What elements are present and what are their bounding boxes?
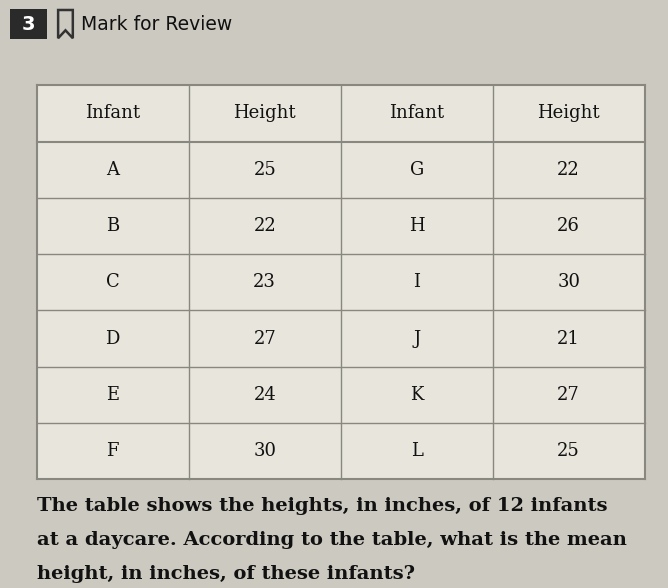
Text: K: K [410, 386, 424, 404]
Text: 21: 21 [557, 329, 580, 348]
Text: 27: 27 [253, 329, 276, 348]
Text: at a daycare. According to the table, what is the mean: at a daycare. According to the table, wh… [37, 531, 627, 549]
Text: 3: 3 [21, 15, 35, 34]
Text: 22: 22 [557, 161, 580, 179]
Text: 27: 27 [557, 386, 580, 404]
Text: L: L [411, 442, 423, 460]
Text: E: E [106, 386, 120, 404]
Text: 25: 25 [557, 442, 580, 460]
Text: C: C [106, 273, 120, 291]
Text: J: J [413, 329, 420, 348]
Text: The table shows the heights, in inches, of 12 infants: The table shows the heights, in inches, … [37, 497, 607, 515]
Text: I: I [413, 273, 420, 291]
Text: 30: 30 [253, 442, 276, 460]
Text: B: B [106, 217, 120, 235]
Text: 22: 22 [253, 217, 276, 235]
Text: Infant: Infant [85, 105, 140, 122]
Text: 23: 23 [253, 273, 276, 291]
Text: 25: 25 [253, 161, 276, 179]
Text: 30: 30 [557, 273, 580, 291]
Text: G: G [409, 161, 424, 179]
Text: 24: 24 [253, 386, 276, 404]
Text: Mark for Review: Mark for Review [81, 15, 232, 34]
Text: 26: 26 [557, 217, 580, 235]
Text: H: H [409, 217, 424, 235]
Text: Infant: Infant [389, 105, 444, 122]
Text: Height: Height [233, 105, 296, 122]
Text: height, in inches, of these infants?: height, in inches, of these infants? [37, 565, 415, 583]
Text: Height: Height [537, 105, 600, 122]
Text: D: D [106, 329, 120, 348]
Text: A: A [106, 161, 119, 179]
Text: F: F [106, 442, 119, 460]
